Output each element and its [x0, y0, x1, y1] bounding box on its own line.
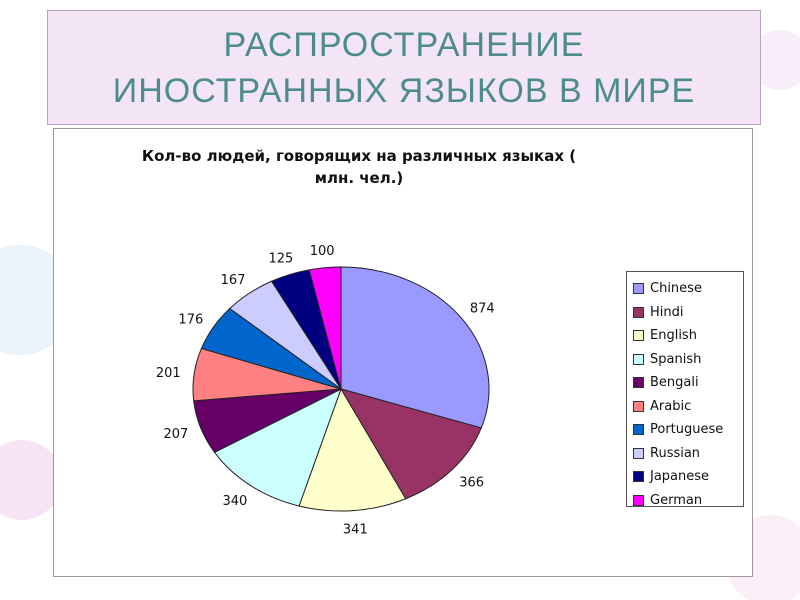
legend-swatch: [633, 306, 644, 318]
legend-label: Hindi: [650, 304, 684, 320]
legend-swatch: [633, 377, 644, 389]
data-label-chinese: 874: [470, 301, 495, 316]
pie-slice-spanish: [213, 387, 342, 507]
pie-slice-chinese: [340, 266, 490, 429]
data-label-japanese: 125: [269, 252, 294, 267]
pie-slice-german: [308, 266, 342, 390]
legend-label: Portuguese: [650, 422, 724, 438]
legend-swatch: [633, 353, 644, 365]
legend-item-arabic: Arabic: [633, 395, 743, 419]
data-label-portuguese: 176: [178, 312, 203, 327]
legend-swatch: [633, 447, 644, 459]
pie-slice-english: [298, 387, 407, 512]
chart-title-line-1: Кол-во людей, говорящих на различных язы…: [141, 147, 577, 165]
chart-frame: Кол-во людей, говорящих на различных язы…: [53, 128, 753, 577]
legend-label: Russian: [650, 445, 701, 461]
pie-slice-hindi: [339, 388, 482, 500]
chart-title: Кол-во людей, говорящих на различных язы…: [54, 145, 664, 189]
slide-title-box: РАСПРОСТРАНЕНИЕ ИНОСТРАННЫХ ЯЗЫКОВ В МИР…: [47, 10, 761, 125]
legend-swatch: [633, 471, 644, 483]
legend-item-german: German: [633, 489, 743, 513]
legend-item-spanish: Spanish: [633, 348, 743, 372]
chart-legend: Chinese Hindi English Spanish Bengali Arabic P…: [626, 271, 744, 508]
legend-item-chinese: Chinese: [633, 277, 743, 301]
data-label-arabic: 201: [156, 366, 181, 381]
legend-item-japanese: Japanese: [633, 465, 743, 489]
legend-label: Chinese: [650, 281, 702, 297]
data-label-german: 100: [310, 244, 335, 259]
data-label-hindi: 366: [459, 475, 484, 490]
legend-label: Japanese: [650, 469, 710, 485]
legend-swatch: [633, 424, 644, 436]
legend-swatch: [633, 283, 644, 295]
chart-title-line-2: млн. чел.): [314, 169, 404, 187]
legend-label: Arabic: [650, 398, 692, 414]
data-label-bengali: 207: [164, 427, 189, 442]
legend-label: Spanish: [650, 351, 702, 367]
legend-item-english: English: [633, 324, 743, 348]
legend-label: Bengali: [650, 375, 699, 391]
legend-label: German: [650, 492, 703, 508]
slide-title-line-1: РАСПРОСТРАНЕНИЕ: [223, 25, 585, 64]
legend-swatch: [633, 494, 644, 506]
legend-label: English: [650, 328, 697, 344]
data-label-spanish: 340: [222, 494, 247, 509]
legend-item-bengali: Bengali: [633, 371, 743, 395]
data-label-english: 341: [343, 523, 368, 538]
legend-swatch: [633, 330, 644, 342]
legend-swatch: [633, 400, 644, 412]
slide-title-line-2: ИНОСТРАННЫХ ЯЗЫКОВ В МИРЕ: [112, 71, 696, 110]
pie-chart: 874 366 341 340 207 201 176 167 125 100: [156, 244, 495, 538]
legend-item-russian: Russian: [633, 442, 743, 466]
legend-item-portuguese: Portuguese: [633, 418, 743, 442]
legend-item-hindi: Hindi: [633, 301, 743, 325]
data-label-russian: 167: [221, 273, 246, 288]
